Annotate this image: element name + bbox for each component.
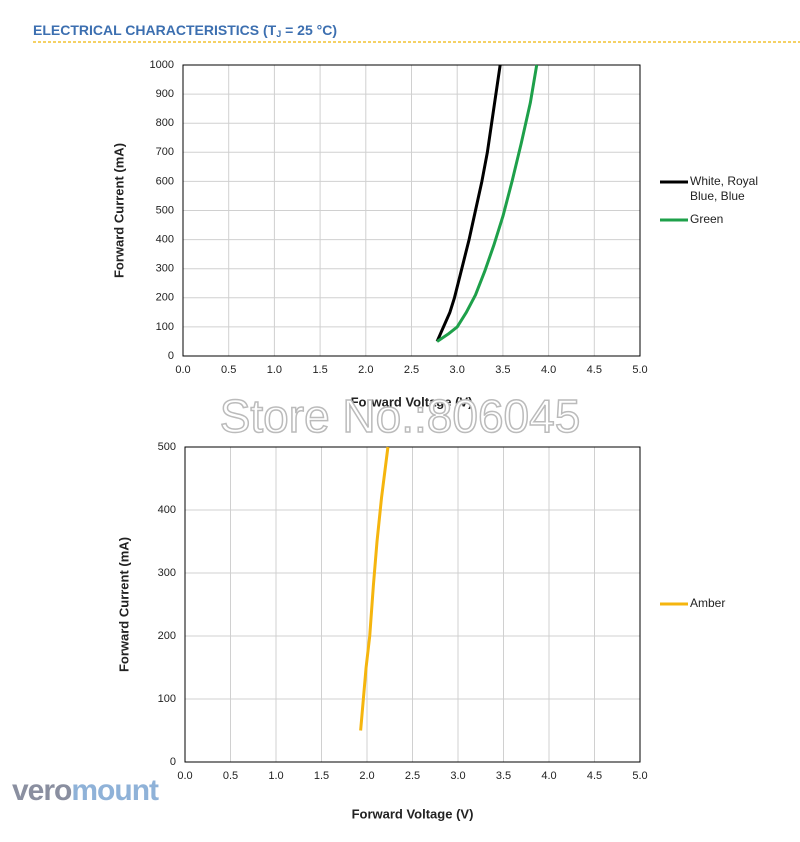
x-tick-label: 2.5 — [404, 364, 419, 376]
y-tick-label: 900 — [156, 88, 174, 100]
y-tick-label: 500 — [158, 441, 176, 453]
logo-part: mount — [71, 774, 159, 807]
data-line — [435, 64, 502, 343]
y-tick-label: 400 — [158, 504, 176, 516]
x-tick-label: 2.0 — [359, 770, 374, 782]
page-title: ELECTRICAL CHARACTERISTICS (TJ = 25 °C) — [33, 22, 337, 40]
y-tick-label: 500 — [156, 204, 174, 216]
logo: veromount — [12, 774, 159, 807]
y-tick-label: 300 — [156, 263, 174, 275]
watermark: Store No.:806045 — [220, 390, 581, 442]
x-tick-label: 1.0 — [268, 770, 283, 782]
chart: 0 100 200 300 400 500 0.0 0.5 1.0 1.5 2.0 2.5 3.0 3.5… — [116, 441, 726, 822]
x-tick-label: 4.5 — [587, 770, 602, 782]
y-tick-label: 700 — [156, 146, 174, 158]
x-tick-label: 2.0 — [358, 364, 373, 376]
x-tick-label: 3.5 — [495, 364, 510, 376]
y-tick-label: 100 — [156, 321, 174, 333]
x-tick-label: 1.0 — [267, 364, 282, 376]
x-tick-label: 5.0 — [632, 364, 647, 376]
plot-frame — [184, 446, 641, 763]
logo-part: vero — [12, 774, 72, 807]
x-tick-label: 4.0 — [541, 364, 556, 376]
x-tick-label: 1.5 — [312, 364, 327, 376]
x-axis-label: Forward Voltage (V) — [352, 806, 474, 821]
x-tick-label: 0.0 — [175, 364, 190, 376]
x-tick-label: 3.5 — [496, 770, 511, 782]
x-tick-label: 3.0 — [450, 770, 465, 782]
x-tick-label: 0.0 — [177, 770, 192, 782]
y-tick-label: 200 — [158, 630, 176, 642]
data-line — [436, 64, 539, 343]
title-main: ELECTRICAL CHARACTERISTICS (T — [33, 22, 277, 38]
x-tick-label: 5.0 — [632, 770, 647, 782]
legend-label: White, Royal Blue, Blue — [690, 174, 759, 203]
y-tick-label: 0 — [168, 350, 174, 362]
y-tick-label: 200 — [156, 292, 174, 304]
title-sub: J — [276, 29, 281, 39]
x-tick-label: 4.0 — [541, 770, 556, 782]
x-tick-label: 4.5 — [587, 364, 602, 376]
x-tick-label: 2.5 — [405, 770, 420, 782]
x-tick-label: 1.5 — [314, 770, 329, 782]
y-tick-label: 100 — [158, 693, 176, 705]
y-tick-label: 600 — [156, 175, 174, 187]
data-line — [359, 446, 390, 731]
y-axis-label: Forward Current (mA) — [116, 537, 131, 672]
legend-entry: Amber — [690, 596, 726, 610]
legend-entry: White, Royal Blue, Blue — [690, 174, 759, 203]
x-tick-label: 0.5 — [221, 364, 236, 376]
legend-entry: Green — [690, 212, 724, 226]
y-tick-label: 400 — [156, 234, 174, 246]
legend-label: Amber — [690, 596, 726, 610]
y-tick-label: 1000 — [150, 59, 174, 71]
y-axis-label: Forward Current (mA) — [111, 143, 126, 278]
title-end: = 25 °C) — [281, 22, 337, 38]
chart: 0 100 200 300 400 500 600 700 800 900 1000 0.0 0.5 1.… — [111, 59, 759, 410]
y-tick-label: 0 — [170, 756, 176, 768]
y-tick-label: 300 — [158, 567, 176, 579]
legend-label: Green — [690, 212, 724, 226]
x-axis-label: Forward Voltage (V) — [351, 394, 473, 409]
x-tick-label: 0.5 — [223, 770, 238, 782]
y-tick-label: 800 — [156, 117, 174, 129]
x-tick-label: 3.0 — [450, 364, 465, 376]
plot-frame — [182, 64, 641, 357]
